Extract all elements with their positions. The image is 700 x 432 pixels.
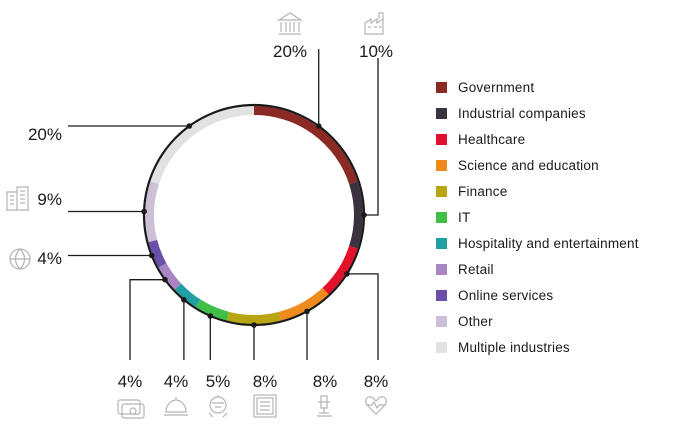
- value-label-finance: 8%: [253, 372, 278, 391]
- legend-item-multiple-industries: Multiple industries: [436, 334, 639, 360]
- leader-dot-online-services: [148, 252, 155, 259]
- value-label-it: 5%: [206, 372, 231, 391]
- legend-label: Hospitality and entertainment: [458, 235, 639, 251]
- ring-segment-it: [195, 299, 230, 321]
- value-label-industrial-companies: 10%: [359, 42, 393, 61]
- office-buildings-icon: [6, 186, 29, 211]
- robot-icon: [208, 395, 228, 418]
- ring-segment-finance: [226, 311, 282, 324]
- ring-segment-multiple-industries: [150, 106, 255, 185]
- value-labels-group: 20% 10% 8% 8% 8% 5% 4% 4% 4% 9% 20%: [28, 42, 393, 391]
- service-bell-icon: [164, 397, 188, 416]
- legend-item-online-services: Online services: [436, 282, 639, 308]
- legend: Government Industrial companies Healthcare…: [436, 74, 639, 360]
- legend-label: IT: [458, 209, 471, 225]
- legend-swatch: [436, 237, 447, 249]
- legend-swatch: [436, 159, 447, 171]
- value-label-retail: 4%: [118, 372, 143, 391]
- ring-segment-hospitality-and-entertainment: [174, 283, 201, 308]
- legend-swatch: [436, 185, 447, 197]
- credit-card-icon: [117, 399, 145, 419]
- legend-item-hospitality-and-entertainment: Hospitality and entertainment: [436, 230, 639, 256]
- legend-swatch: [436, 263, 447, 275]
- legend-item-industrial-companies: Industrial companies: [436, 100, 639, 126]
- leader-dot-finance: [251, 322, 257, 328]
- safe-icon: [253, 394, 277, 418]
- leader-dot-healthcare: [344, 271, 350, 277]
- ring-segment-government: [253, 106, 358, 185]
- ring-segment-other: [145, 181, 159, 243]
- leader-dot-it: [207, 313, 214, 319]
- value-label-government: 20%: [273, 42, 307, 61]
- globe-icon: [9, 248, 31, 270]
- value-label-hospitality-and-entertainment: 4%: [164, 372, 189, 391]
- icons-group: [6, 12, 387, 419]
- leader-dot-hospitality-and-entertainment: [181, 297, 187, 303]
- leader-dot-other: [141, 208, 147, 215]
- legend-item-it: IT: [436, 204, 639, 230]
- legend-label: Finance: [458, 183, 508, 199]
- leader-line-retail: [129, 279, 165, 360]
- legend-swatch: [436, 211, 447, 223]
- ring-segment-science-and-education: [278, 287, 329, 321]
- legend-label: Government: [458, 79, 535, 95]
- value-label-healthcare: 8%: [364, 372, 389, 391]
- ring-segment-industrial-companies: [349, 181, 364, 249]
- leader-line-industrial-companies: [364, 58, 379, 216]
- ring-segment-retail: [158, 263, 182, 290]
- legend-label: Retail: [458, 261, 494, 277]
- factory-icon: [364, 12, 384, 35]
- legend-label: Healthcare: [458, 131, 526, 147]
- legend-swatch: [436, 107, 447, 119]
- value-label-online-services: 4%: [37, 249, 62, 268]
- legend-swatch: [436, 133, 447, 145]
- leader-dot-government: [315, 123, 322, 129]
- leader-line-healthcare: [346, 273, 379, 360]
- leader-dot-retail: [162, 276, 168, 283]
- legend-item-retail: Retail: [436, 256, 639, 282]
- legend-item-other: Other: [436, 308, 639, 334]
- legend-swatch: [436, 315, 447, 327]
- leader-lines-group: [68, 49, 379, 360]
- legend-item-government: Government: [436, 74, 639, 100]
- legend-swatch: [436, 289, 447, 301]
- legend-label: Industrial companies: [458, 105, 586, 121]
- leader-dot-science-and-education: [304, 308, 310, 315]
- value-label-other: 9%: [37, 190, 62, 209]
- bank-building-icon: [276, 12, 304, 35]
- ring-segment-online-services: [148, 239, 167, 268]
- leader-dot-industrial-companies: [361, 212, 367, 218]
- legend-item-finance: Finance: [436, 178, 639, 204]
- microscope-icon: [317, 395, 332, 417]
- legend-label: Other: [458, 313, 493, 329]
- legend-swatch: [436, 341, 447, 353]
- legend-item-science-and-education: Science and education: [436, 152, 639, 178]
- legend-label: Multiple industries: [458, 339, 570, 355]
- ring-segment-healthcare: [322, 245, 358, 295]
- legend-label: Online services: [458, 287, 554, 303]
- heart-pulse-icon: [365, 396, 387, 415]
- value-label-science-and-education: 8%: [313, 372, 338, 391]
- leader-dot-multiple-industries: [186, 123, 193, 129]
- ring-group: [142, 103, 366, 327]
- legend-item-healthcare: Healthcare: [436, 126, 639, 152]
- value-label-multiple-industries: 20%: [28, 125, 62, 144]
- legend-label: Science and education: [458, 157, 599, 173]
- legend-swatch: [436, 81, 447, 93]
